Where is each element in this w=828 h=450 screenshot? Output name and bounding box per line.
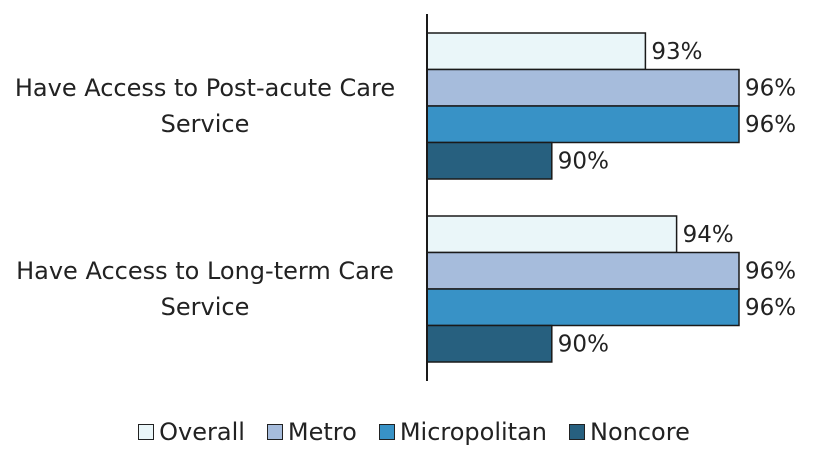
category-label: Have Access to Long-term Care Service	[16, 257, 394, 321]
legend: Overall Metro Micropolitan Noncore	[0, 418, 828, 446]
value-label: 90%	[558, 331, 609, 357]
bar	[426, 68, 740, 107]
legend-label: Metro	[287, 418, 357, 446]
bar	[426, 288, 740, 327]
legend-item: Micropolitan	[378, 418, 548, 446]
legend-item: Noncore	[569, 418, 690, 446]
value-label: 96%	[745, 112, 796, 138]
legend-swatch	[138, 424, 155, 440]
bar	[426, 32, 647, 71]
value-label: 96%	[745, 295, 796, 321]
bar	[426, 215, 678, 254]
bar	[426, 251, 740, 290]
legend-label: Noncore	[590, 418, 690, 446]
value-label: 93%	[651, 39, 702, 65]
value-label: 96%	[745, 258, 796, 284]
value-label: 90%	[558, 148, 609, 174]
legend-item: Metro	[266, 418, 357, 446]
legend-label: Overall	[159, 418, 245, 446]
bar	[426, 324, 553, 363]
legend-label: Micropolitan	[399, 418, 548, 446]
legend-swatch	[266, 424, 283, 440]
legend-swatch	[378, 424, 395, 440]
legend-swatch	[569, 424, 586, 440]
bar	[426, 105, 740, 144]
bar	[426, 141, 553, 180]
value-label: 94%	[683, 222, 734, 248]
category-label: Have Access to Post-acute Care Service	[14, 74, 396, 138]
value-label: 96%	[745, 75, 796, 101]
legend-item: Overall	[138, 418, 245, 446]
